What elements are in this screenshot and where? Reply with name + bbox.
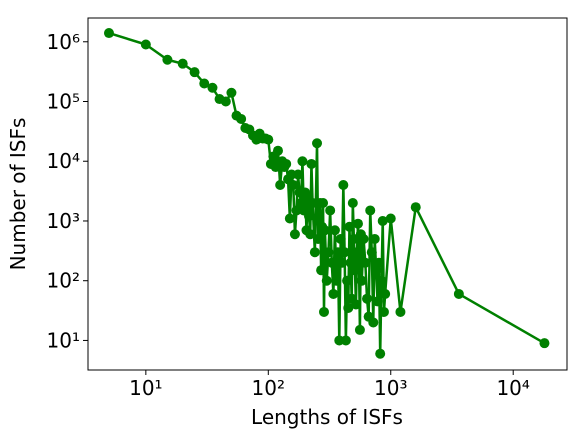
y-tick-label: 10⁵	[47, 90, 80, 114]
plot-frame	[87, 17, 568, 371]
data-point	[366, 247, 377, 258]
data-point	[347, 197, 358, 208]
data-point	[318, 306, 329, 317]
data-point	[380, 288, 391, 299]
data-point	[309, 247, 320, 258]
data-point	[373, 257, 384, 268]
data-point	[539, 338, 550, 349]
data-point	[291, 205, 302, 216]
data-point	[189, 67, 200, 78]
data-point	[319, 225, 330, 236]
data-point	[362, 293, 373, 304]
data-point	[284, 213, 295, 224]
data-point	[236, 113, 247, 124]
data-point	[297, 156, 308, 167]
data-point	[325, 205, 336, 216]
data-point	[207, 82, 218, 93]
data-point	[410, 202, 421, 213]
data-point	[372, 296, 383, 307]
x-tick-label: 10³	[374, 376, 407, 400]
data-point	[349, 265, 360, 276]
data-point	[140, 39, 151, 50]
data-point	[272, 145, 283, 156]
data-point	[226, 87, 237, 98]
data-point	[162, 54, 173, 65]
data-point	[354, 324, 365, 335]
y-tick-label: 10²	[47, 269, 80, 293]
data-point	[318, 197, 329, 208]
data-point	[385, 213, 396, 224]
data-point	[453, 288, 464, 299]
y-tick-label: 10⁶	[47, 30, 80, 54]
data-point	[395, 306, 406, 317]
data-point	[378, 306, 389, 317]
data-point	[368, 317, 379, 328]
data-point	[358, 233, 369, 244]
data-point	[288, 180, 299, 191]
data-point	[350, 299, 361, 310]
data-point	[328, 288, 339, 299]
y-tick-label: 10¹	[47, 328, 80, 352]
data-point	[281, 158, 292, 169]
data-point	[270, 162, 281, 173]
y-tick-label: 10³	[47, 209, 80, 233]
data-point	[275, 180, 286, 191]
data-point	[304, 211, 315, 222]
data-point	[313, 233, 324, 244]
data-point	[339, 247, 350, 258]
data-point	[351, 247, 362, 258]
data-point	[335, 233, 346, 244]
data-point	[337, 257, 348, 268]
data-point	[220, 96, 231, 107]
data-point	[340, 335, 351, 346]
series-line	[108, 31, 546, 355]
data-point	[289, 229, 300, 240]
data-point	[356, 275, 367, 286]
data-point	[263, 134, 274, 145]
data-point	[329, 225, 340, 236]
data-point	[103, 28, 114, 39]
data-point	[376, 275, 387, 286]
data-point	[343, 302, 354, 313]
x-tick-label: 10⁴	[496, 376, 529, 400]
data-point	[369, 233, 380, 244]
data-point	[312, 138, 323, 149]
data-point	[293, 169, 304, 180]
data-point	[306, 158, 317, 169]
data-point	[199, 78, 210, 89]
data-point	[345, 257, 356, 268]
data-point	[338, 180, 349, 191]
data-point	[323, 247, 334, 258]
data-point	[365, 205, 376, 216]
data-point	[326, 257, 337, 268]
x-tick-label: 10²	[252, 376, 285, 400]
data-point	[316, 265, 327, 276]
x-axis-label: Lengths of ISFs	[251, 405, 403, 429]
data-point	[177, 58, 188, 69]
data-point	[360, 257, 371, 268]
data-point	[331, 275, 342, 286]
data-point	[375, 348, 386, 359]
data-point	[342, 275, 353, 286]
data-point	[305, 229, 316, 240]
y-axis-label: Number of ISFs	[6, 118, 30, 271]
data-point	[352, 218, 363, 229]
data-point	[321, 275, 332, 286]
x-tick-label: 10¹	[129, 376, 162, 400]
data-point	[344, 221, 355, 232]
y-tick-label: 10⁴	[47, 149, 80, 173]
data-point	[307, 197, 318, 208]
data-point	[377, 215, 388, 226]
